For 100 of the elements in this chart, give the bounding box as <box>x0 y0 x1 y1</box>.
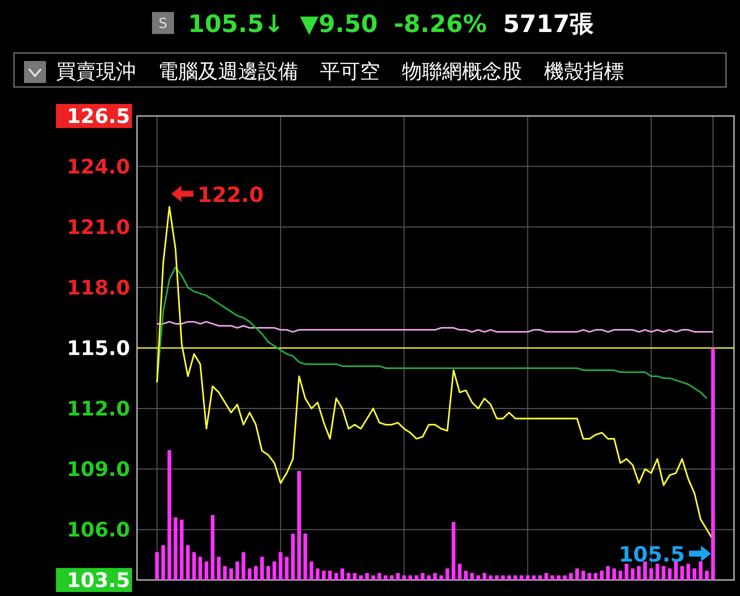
bar <box>284 556 289 580</box>
bar <box>501 575 505 580</box>
bar <box>612 568 616 580</box>
bar <box>520 575 524 580</box>
y-tick-label: 115.0 <box>66 336 130 360</box>
bar <box>452 522 456 580</box>
bar <box>359 575 363 580</box>
bar <box>248 568 252 580</box>
bar <box>371 575 376 580</box>
bar <box>216 556 221 580</box>
bar <box>569 573 573 580</box>
bar <box>458 564 462 580</box>
bar <box>624 564 628 580</box>
bar <box>390 575 394 580</box>
bar <box>229 568 233 580</box>
bar <box>192 552 196 580</box>
bar <box>155 552 159 580</box>
bar <box>618 570 622 580</box>
bar <box>692 568 696 580</box>
bar <box>711 348 715 580</box>
bar <box>297 470 301 580</box>
bar <box>698 561 702 580</box>
bar <box>340 568 344 580</box>
annotation: 105.5 <box>618 542 685 567</box>
bar <box>526 575 530 580</box>
y-tick-label: 106.0 <box>66 518 130 542</box>
bar <box>513 575 518 580</box>
bar <box>384 575 388 580</box>
bar <box>174 517 178 580</box>
bar <box>352 573 357 580</box>
bar <box>426 575 431 580</box>
y-tick-label: 124.0 <box>66 154 130 178</box>
bar <box>532 575 536 580</box>
bar <box>328 570 332 580</box>
bar <box>494 575 499 580</box>
bar <box>223 566 227 580</box>
bar <box>643 561 647 580</box>
bar <box>378 573 382 580</box>
bar <box>168 450 172 580</box>
bar <box>433 573 437 580</box>
annotation: 122.0 <box>197 182 264 207</box>
bar <box>266 566 270 580</box>
bar <box>656 564 660 580</box>
bar <box>556 575 560 580</box>
bar <box>303 534 308 580</box>
line-series <box>156 320 714 333</box>
bar <box>346 573 350 580</box>
bar <box>396 573 400 580</box>
bar <box>674 561 678 580</box>
bar <box>470 573 474 580</box>
bar <box>482 573 486 580</box>
bar <box>488 575 492 580</box>
bar <box>680 566 684 580</box>
bar <box>637 566 641 580</box>
bar <box>588 573 592 580</box>
bar <box>600 570 604 580</box>
bar <box>538 575 542 580</box>
bar <box>260 556 264 580</box>
bar <box>562 575 567 580</box>
bar <box>544 573 548 580</box>
bar <box>704 570 709 580</box>
bar <box>507 575 511 580</box>
bar <box>278 552 282 580</box>
bar <box>310 561 314 580</box>
y-tick-label: 118.0 <box>66 275 130 300</box>
bar <box>322 570 326 580</box>
header: S 105.5↓ ▼9.50 -8.26% 5717張 買賣現沖 電腦及週邊設備 平可空 物聯網概念股 機殼指標 <box>14 10 726 88</box>
y-tick-label: 109.0 <box>66 457 130 482</box>
bar <box>254 566 258 580</box>
y-tick-label: 121.0 <box>66 214 130 239</box>
bar <box>594 573 598 580</box>
bar <box>408 575 412 580</box>
bar <box>242 552 246 580</box>
bar <box>439 575 444 580</box>
bar <box>198 556 202 580</box>
bar <box>235 561 240 580</box>
bar <box>161 545 166 580</box>
y-tick-label: 126.5 <box>66 104 130 128</box>
bar <box>180 520 184 580</box>
bar <box>334 573 338 580</box>
bar <box>204 561 208 580</box>
y-tick-label: 103.5 <box>66 568 130 592</box>
bar <box>649 568 654 580</box>
bar <box>550 575 554 580</box>
bar <box>291 534 295 580</box>
bar <box>464 570 468 580</box>
bar <box>414 575 418 580</box>
bar <box>420 573 424 580</box>
bar <box>476 575 480 580</box>
bar <box>662 566 666 580</box>
bar <box>630 568 635 580</box>
bar <box>581 570 586 580</box>
bar <box>210 515 214 580</box>
line-series <box>156 266 708 400</box>
bar <box>446 568 450 580</box>
bar <box>316 568 320 580</box>
bar <box>575 568 579 580</box>
bar <box>402 575 406 580</box>
bar <box>186 545 190 580</box>
y-tick-label: 112.0 <box>66 396 130 421</box>
